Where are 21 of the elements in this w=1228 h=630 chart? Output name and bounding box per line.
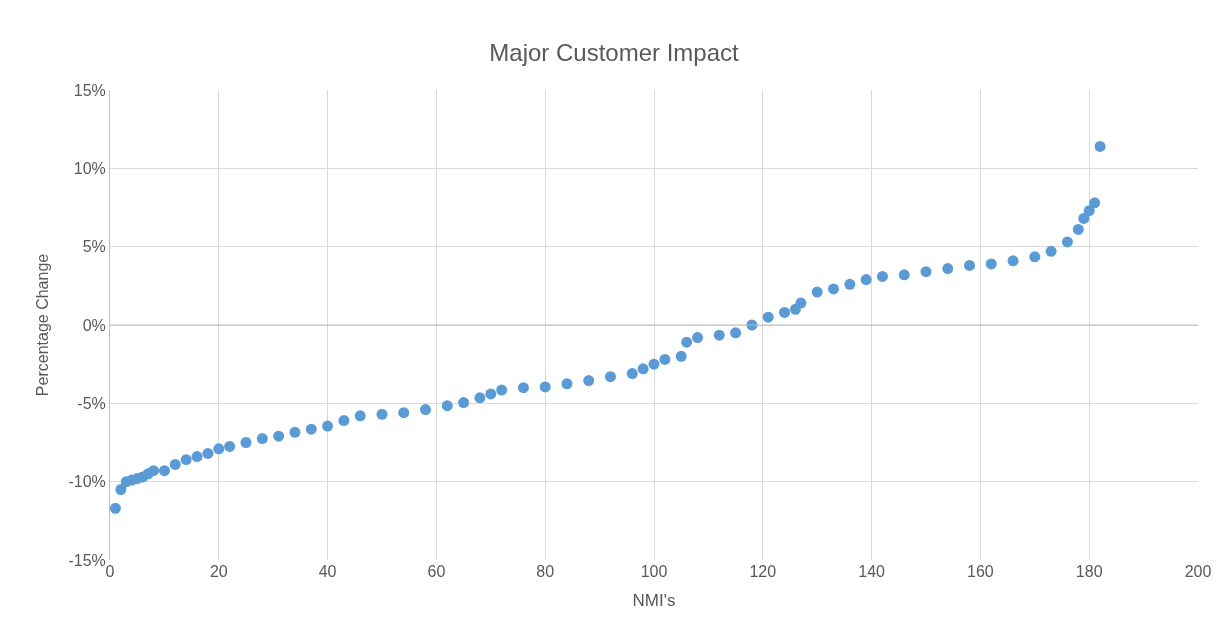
y-tick-label: 5% [82,238,106,256]
x-tick-label: 0 [105,563,115,580]
y-tick-label: 0% [82,316,106,334]
x-tick-label: 20 [209,563,228,580]
x-tick-label: 160 [967,563,994,580]
x-tick-label: 120 [749,563,777,580]
x-tick-label: 40 [318,563,337,580]
y-tick-label: -10% [68,473,106,491]
y-tick-label: 15% [73,81,106,99]
x-tick-label: 200 [1184,563,1212,580]
y-axis-title: Percentage Change [34,253,52,397]
x-tick-label: 80 [536,563,555,580]
y-tick-label: -15% [68,551,106,569]
y-tick-label: 10% [73,159,106,177]
x-tick-label: 140 [858,563,886,580]
y-tick-label: -5% [77,394,106,412]
x-tick-label: 100 [640,563,668,580]
x-tick-label: 180 [1075,563,1103,580]
x-tick-label: 60 [427,563,446,580]
x-axis-title: NMI's [632,591,676,611]
chart-title: Major Customer Impact [489,38,740,66]
